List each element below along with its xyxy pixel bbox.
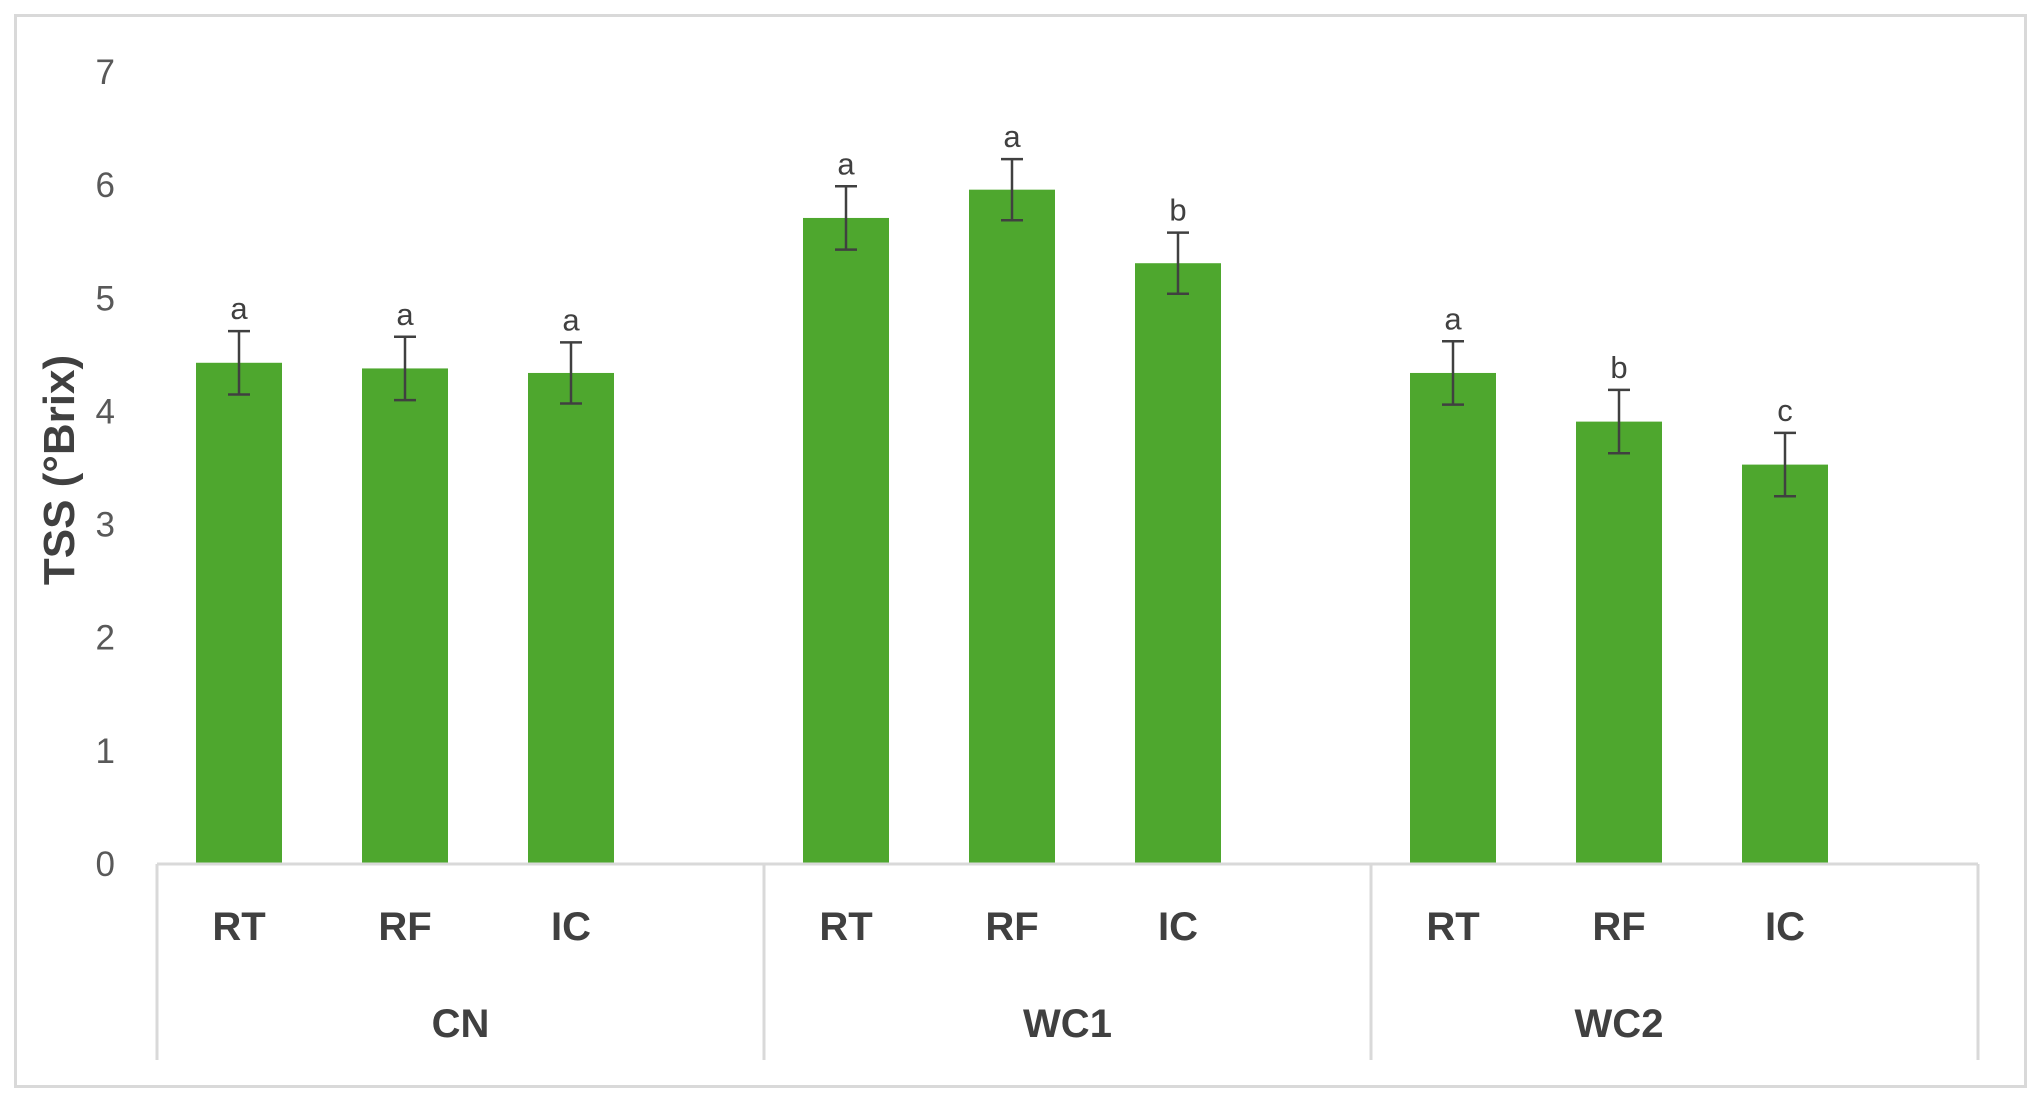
significance-letter: b bbox=[1169, 193, 1186, 228]
group-label-cn: CN bbox=[432, 1002, 490, 1046]
category-label: RT bbox=[1426, 905, 1479, 949]
y-tick-label: 2 bbox=[96, 619, 115, 658]
significance-letter: a bbox=[837, 146, 855, 181]
bar-wc2-rt bbox=[1410, 372, 1496, 864]
significance-labels: a a a a a b a b c bbox=[230, 119, 1792, 428]
significance-letter: a bbox=[230, 291, 248, 326]
error-bars bbox=[228, 157, 1796, 498]
category-label: RT bbox=[819, 905, 872, 949]
significance-letter: c bbox=[1777, 393, 1793, 428]
bar-wc1-rf bbox=[969, 189, 1055, 864]
bars bbox=[196, 189, 1828, 864]
category-labels: RT RF IC RT RF IC RT RF IC bbox=[212, 905, 1805, 949]
bar-wc1-rt bbox=[803, 217, 889, 864]
bar-cn-rt bbox=[196, 362, 282, 864]
y-tick-label: 7 bbox=[96, 53, 115, 92]
bar-wc2-ic bbox=[1742, 464, 1828, 864]
y-axis-ticks: 0 1 2 3 4 5 6 7 bbox=[96, 53, 115, 884]
significance-letter: a bbox=[562, 302, 580, 337]
y-tick-label: 4 bbox=[96, 392, 115, 431]
bar-wc1-ic bbox=[1135, 263, 1221, 864]
category-label: RF bbox=[1592, 905, 1645, 949]
significance-letter: a bbox=[1003, 119, 1021, 154]
y-axis-title: TSS (°Brix) bbox=[35, 355, 84, 585]
bar-cn-rf bbox=[362, 368, 448, 864]
error-bar bbox=[560, 341, 582, 405]
category-label: RF bbox=[985, 905, 1038, 949]
significance-letter: a bbox=[396, 297, 414, 332]
category-label: IC bbox=[551, 905, 591, 949]
error-bar bbox=[228, 329, 250, 396]
y-tick-label: 5 bbox=[96, 279, 115, 318]
error-bar bbox=[1442, 340, 1464, 406]
category-label: IC bbox=[1158, 905, 1198, 949]
y-tick-label: 3 bbox=[96, 506, 115, 545]
category-label: IC bbox=[1765, 905, 1805, 949]
error-bar bbox=[835, 185, 857, 251]
significance-letter: b bbox=[1610, 350, 1627, 385]
error-bar bbox=[1167, 231, 1189, 296]
category-label: RF bbox=[378, 905, 431, 949]
error-bar bbox=[1608, 388, 1630, 455]
group-label-wc2: WC2 bbox=[1575, 1002, 1664, 1046]
bar-wc2-rf bbox=[1576, 421, 1662, 864]
group-label-wc1: WC1 bbox=[1023, 1002, 1112, 1046]
error-bar bbox=[1001, 157, 1023, 222]
y-tick-label: 1 bbox=[96, 732, 115, 771]
category-label: RT bbox=[212, 905, 265, 949]
error-bar bbox=[394, 335, 416, 402]
y-tick-label: 6 bbox=[96, 166, 115, 205]
significance-letter: a bbox=[1444, 301, 1462, 336]
error-bar bbox=[1774, 431, 1796, 498]
bar-cn-ic bbox=[528, 372, 614, 864]
y-tick-label: 0 bbox=[96, 845, 115, 884]
x-axis bbox=[155, 862, 1980, 1060]
group-labels: CN WC1 WC2 bbox=[432, 1002, 1664, 1046]
